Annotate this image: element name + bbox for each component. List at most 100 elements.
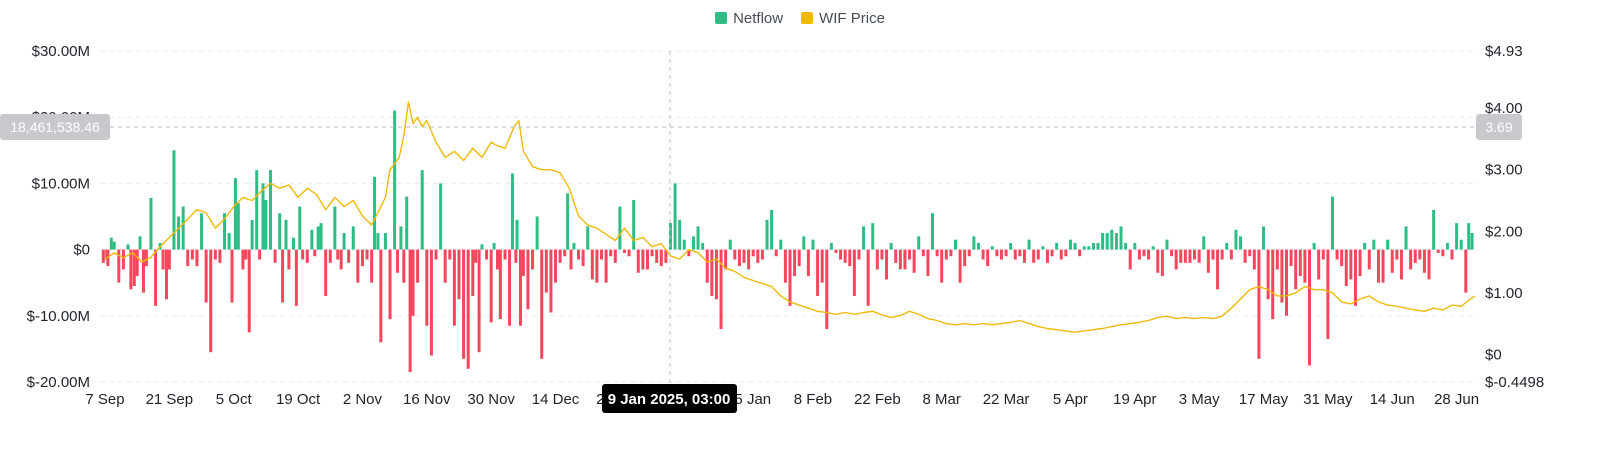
netflow-bar — [1078, 249, 1082, 257]
netflow-bar — [1285, 249, 1289, 316]
x-axis-tick-label: 8 Mar — [923, 391, 961, 408]
netflow-bar — [839, 249, 843, 260]
netflow-bar — [298, 206, 302, 250]
netflow-bar — [278, 213, 282, 250]
netflow-bar — [1147, 249, 1151, 260]
netflow-bar — [1450, 249, 1454, 260]
legend-item-netflow[interactable]: Netflow — [715, 10, 783, 27]
netflow-bar — [247, 249, 251, 333]
netflow-bar — [816, 249, 820, 296]
x-axis-tick-label: 21 Sep — [146, 391, 194, 408]
netflow-bar — [756, 249, 760, 263]
netflow-bar — [1170, 249, 1174, 257]
netflow-bar — [701, 242, 705, 250]
netflow-bar — [305, 249, 309, 263]
netflow-bar — [788, 249, 792, 306]
netflow-bar — [269, 170, 273, 250]
x-axis: 7 Sep 21 Sep 5 Oct 19 Oct 2 Nov 16 Nov 30 Nov 1… — [85, 391, 1479, 408]
x-axis-tick-label: 7 Sep — [85, 391, 124, 408]
netflow-bar — [365, 249, 369, 260]
netflow-bar — [843, 249, 847, 263]
netflow-bar — [112, 241, 116, 250]
netflow-bar — [1197, 249, 1201, 263]
legend-item-wif-price[interactable]: WIF Price — [801, 10, 885, 27]
left-axis-tick-label: $0 — [73, 242, 90, 259]
netflow-bar — [333, 206, 337, 250]
netflow-bar — [1087, 246, 1091, 250]
wif-price-line — [104, 101, 1476, 333]
netflow-bar — [209, 249, 213, 353]
netflow-bar — [1041, 246, 1045, 250]
netflow-bar — [641, 249, 645, 270]
netflow-bar — [393, 110, 397, 250]
netflow-bar — [880, 249, 884, 260]
crosshair: 18,461,538.46 3.69 9 Jan 2025, 03:00 — [0, 51, 1522, 413]
netflow-bar — [554, 249, 558, 283]
netflow-bar — [1225, 242, 1229, 250]
netflow-bar — [1358, 249, 1362, 277]
netflow-bar — [200, 213, 204, 250]
netflow-bar — [177, 216, 181, 250]
wif-price-legend-label: WIF Price — [819, 9, 885, 27]
netflow-bar — [1050, 249, 1054, 257]
right-axis-tick-label: $3.00 — [1485, 162, 1523, 179]
x-axis-tick-label: 14 Jun — [1370, 391, 1415, 408]
netflow-bar — [1239, 236, 1243, 250]
netflow-bar — [141, 249, 145, 293]
netflow-bar — [972, 236, 976, 250]
netflow-bar — [1027, 239, 1031, 250]
netflow-bar — [820, 249, 824, 283]
netflow-bar — [510, 173, 514, 250]
x-axis-tick-label: 19 Oct — [276, 391, 321, 408]
netflow-bar — [1188, 249, 1192, 263]
netflow-bar — [765, 219, 769, 250]
netflow-bar — [236, 203, 240, 250]
netflow-bar — [241, 249, 245, 270]
netflow-bar — [655, 249, 659, 263]
right-axis-tick-label: $2.00 — [1485, 223, 1523, 240]
netflow-bar — [213, 249, 217, 260]
netflow-bar — [273, 249, 277, 263]
netflow-bar — [1413, 249, 1417, 263]
x-axis-tick-label: 16 Nov — [403, 391, 451, 408]
right-axis-tick-label: $4.00 — [1485, 100, 1523, 117]
netflow-bar — [1344, 249, 1348, 287]
netflow-bar — [600, 249, 604, 260]
netflow-bar — [921, 249, 925, 257]
netflow-bar — [117, 249, 121, 283]
netflow-bar — [1202, 236, 1206, 250]
crosshair-date-box — [602, 384, 737, 413]
netflow-bar — [1073, 242, 1077, 250]
netflow-bar — [1142, 249, 1146, 257]
netflow-bar — [1156, 249, 1160, 273]
netflow-bar — [399, 226, 403, 250]
netflow-bar — [609, 249, 613, 257]
crosshair-left-value-box — [0, 114, 110, 140]
netflow-bar — [714, 249, 718, 300]
netflow-bar — [999, 249, 1003, 260]
netflow-bar — [613, 249, 617, 263]
netflow-bar — [1229, 249, 1233, 260]
netflow-bar — [682, 239, 686, 250]
netflow-bar — [218, 249, 222, 263]
netflow-bar — [154, 249, 158, 306]
netflow-bar — [129, 249, 133, 290]
netflow-bar — [281, 249, 285, 303]
netflow-bar — [940, 249, 944, 283]
netflow-bar — [405, 196, 409, 250]
netflow-bar — [301, 249, 305, 260]
netflow-bar — [737, 249, 741, 267]
netflow-bar — [448, 249, 452, 260]
netflow-bar — [379, 249, 383, 343]
netflow-bar — [452, 249, 456, 326]
netflow-bar — [590, 249, 594, 280]
netflow-bar — [990, 246, 994, 250]
netflow-bar — [508, 249, 512, 326]
netflow-bar — [558, 249, 562, 263]
x-axis-tick-label: 5 Apr — [1053, 391, 1088, 408]
netflow-bar — [347, 249, 351, 263]
netflow-bar — [1280, 249, 1284, 303]
netflow-bar — [1110, 229, 1114, 250]
netflow-bar — [866, 249, 870, 306]
